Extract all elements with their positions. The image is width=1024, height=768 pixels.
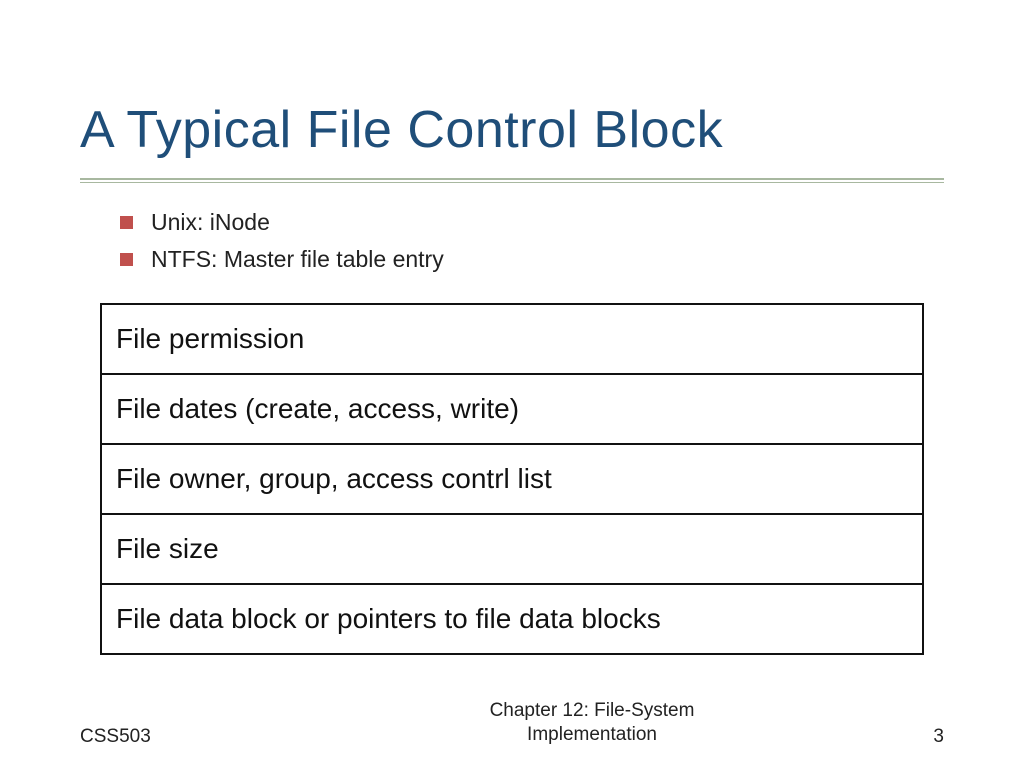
footer-page-number: 3 bbox=[904, 726, 944, 748]
bullet-square-icon bbox=[120, 253, 133, 266]
fcb-row: File data block or pointers to file data… bbox=[102, 585, 922, 653]
bullet-item: NTFS: Master file table entry bbox=[120, 246, 944, 273]
slide-footer: CSS503 Chapter 12: File-System Implement… bbox=[0, 699, 1024, 748]
bullet-text: Unix: iNode bbox=[151, 209, 270, 236]
slide-container: A Typical File Control Block Unix: iNode… bbox=[0, 0, 1024, 768]
fcb-table: File permission File dates (create, acce… bbox=[100, 303, 924, 655]
bullet-item: Unix: iNode bbox=[120, 209, 944, 236]
slide-title: A Typical File Control Block bbox=[80, 100, 944, 160]
footer-line1: Chapter 12: File-System bbox=[280, 699, 904, 724]
bullet-text: NTFS: Master file table entry bbox=[151, 246, 444, 273]
fcb-row: File permission bbox=[102, 305, 922, 375]
bullet-square-icon bbox=[120, 216, 133, 229]
fcb-row: File size bbox=[102, 515, 922, 585]
footer-line2: Implementation bbox=[280, 723, 904, 748]
footer-chapter-title: Chapter 12: File-System Implementation bbox=[280, 699, 904, 748]
fcb-row: File dates (create, access, write) bbox=[102, 375, 922, 445]
footer-course-code: CSS503 bbox=[80, 726, 280, 748]
title-divider bbox=[80, 178, 944, 183]
fcb-row: File owner, group, access contrl list bbox=[102, 445, 922, 515]
bullet-list: Unix: iNode NTFS: Master file table entr… bbox=[120, 209, 944, 273]
